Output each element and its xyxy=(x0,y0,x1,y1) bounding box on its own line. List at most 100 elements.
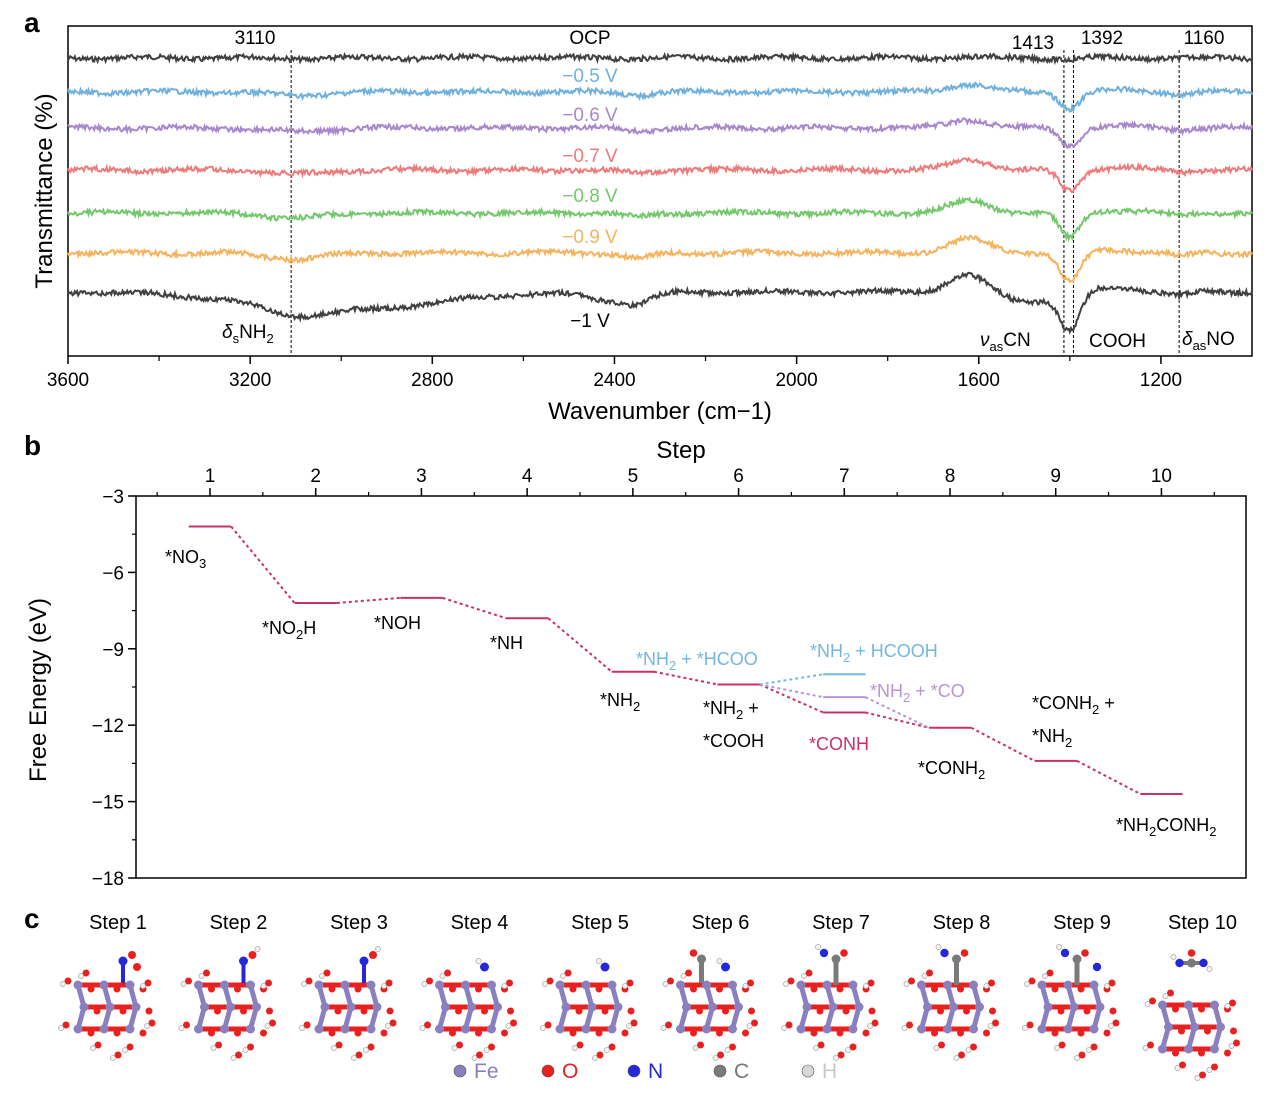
ir-trace-label: −1 V xyxy=(570,311,610,332)
o-atom xyxy=(113,1029,121,1037)
fe-atom xyxy=(917,980,926,990)
fe-atom xyxy=(366,980,376,990)
species-label-no3: *NO3 xyxy=(165,547,206,571)
no-stretch-label: δasNO xyxy=(1182,329,1235,353)
o-atom xyxy=(266,1007,273,1015)
o-atom xyxy=(303,1021,311,1029)
ir-x-tick-label: 3200 xyxy=(229,370,271,391)
free-energy-panel: 1 2 3 4 5 6 7 8 9 10 −3 −6 −9 −12 −15 −18 Step Free En… xyxy=(25,437,1247,890)
o-atom xyxy=(334,1007,342,1015)
cn-stretch-label: νasCN xyxy=(980,330,1031,354)
o-atom xyxy=(1028,977,1036,985)
o-atom xyxy=(575,1007,583,1015)
nh2-bend-sub2: 2 xyxy=(267,331,274,346)
fe-atom xyxy=(607,980,617,990)
energy-x-tick-label: 1 xyxy=(205,466,216,487)
o-atom xyxy=(596,1051,604,1059)
o-atom xyxy=(260,1029,267,1037)
fe-atom xyxy=(1063,980,1073,990)
o-atom xyxy=(240,1007,247,1015)
o-atom xyxy=(234,985,241,993)
energy-connector xyxy=(865,711,930,729)
h-atom xyxy=(845,1047,851,1053)
h-atom xyxy=(381,983,387,989)
o-atom xyxy=(1149,997,1156,1005)
nh2plus-post: + xyxy=(743,698,759,718)
structure-drawing xyxy=(660,949,758,1061)
n-atom xyxy=(359,956,369,966)
fe-atom xyxy=(200,1002,209,1012)
fe-atom xyxy=(796,1024,806,1034)
energy-x-tick-label: 5 xyxy=(628,466,639,487)
fe-atom xyxy=(1184,1000,1193,1010)
fe-atom xyxy=(854,1002,864,1012)
h-atom xyxy=(242,1047,249,1053)
h-atom xyxy=(746,1023,753,1029)
o-atom xyxy=(842,1007,850,1015)
h-atom xyxy=(1170,954,1177,960)
structure-drawing xyxy=(901,944,999,1061)
species-label-nh2-co: *NH2 + *CO xyxy=(870,681,965,705)
fe-atom xyxy=(822,980,832,990)
branch-connector xyxy=(759,683,824,699)
cn-stretch-main: CN xyxy=(1003,330,1030,351)
fe-atom xyxy=(487,980,496,990)
h-atom xyxy=(421,981,428,987)
o-atom xyxy=(1178,1027,1185,1035)
fe-atom xyxy=(493,1002,502,1012)
urea-post: CONH xyxy=(1156,815,1209,835)
fe-atom xyxy=(822,1024,832,1034)
ir-trace-line xyxy=(67,196,1253,243)
h-atom xyxy=(604,1047,610,1053)
o-atom xyxy=(507,1007,514,1015)
o-atom xyxy=(868,1007,876,1015)
fe-atom xyxy=(676,980,685,990)
o-atom xyxy=(908,977,915,985)
nh2hcooh-sub: 2 xyxy=(843,650,850,665)
h-atom xyxy=(1086,1047,1092,1053)
h-atom xyxy=(1108,1023,1114,1029)
o-atom xyxy=(748,1007,755,1015)
energy-y-axis: −3 −6 −9 −12 −15 −18 xyxy=(92,487,136,890)
h-atom xyxy=(622,983,628,989)
ir-spectra-panel: OCP −0.5 V −0.6 V −0.7 V −0.8 V −0.9 V −1 V 36… xyxy=(31,25,1253,425)
o-atom xyxy=(667,977,674,985)
no2h-sub: 2 xyxy=(296,627,303,642)
h-atom xyxy=(501,983,508,989)
n-atom xyxy=(118,956,128,966)
h-atom xyxy=(1142,1045,1149,1051)
no-stretch-main: NO xyxy=(1206,329,1235,350)
o-atom xyxy=(1077,1029,1085,1037)
fe-atom xyxy=(1089,1024,1099,1034)
o-atom xyxy=(360,1007,368,1015)
energy-connector xyxy=(547,617,613,673)
h-atom xyxy=(1074,1055,1080,1061)
h-atom xyxy=(815,944,821,950)
o-atom xyxy=(82,969,90,977)
ir-trace-label: −0.9 V xyxy=(562,227,618,248)
h-atom xyxy=(301,981,307,987)
conh2plus-sub: 2 xyxy=(1092,702,1099,717)
nh2hcooh-pre: *NH xyxy=(810,641,843,661)
o-atom xyxy=(665,1021,672,1029)
structure-step-caption: Step 5 xyxy=(571,912,629,934)
urea-pre: *NH xyxy=(1116,815,1149,835)
energy-y-tick-label: −9 xyxy=(102,640,124,661)
structure-drawing xyxy=(178,946,276,1061)
o-atom xyxy=(1051,1029,1059,1037)
structure-step-caption: Step 4 xyxy=(451,912,509,934)
peak-label-1392: 1392 xyxy=(1081,28,1123,49)
fe-atom xyxy=(340,980,350,990)
o-atom xyxy=(840,949,848,957)
o-atom xyxy=(626,979,634,987)
c-atom xyxy=(697,954,706,964)
structure-drawing xyxy=(299,946,397,1061)
panel-label-b: b xyxy=(24,430,41,461)
energy-connector xyxy=(759,683,824,714)
fe-atom xyxy=(969,980,978,990)
fe-atom xyxy=(1063,1024,1073,1034)
nh2hcooh-post: + HCOOH xyxy=(850,641,938,661)
o-atom xyxy=(937,1007,944,1015)
fe-atom xyxy=(226,1002,235,1012)
